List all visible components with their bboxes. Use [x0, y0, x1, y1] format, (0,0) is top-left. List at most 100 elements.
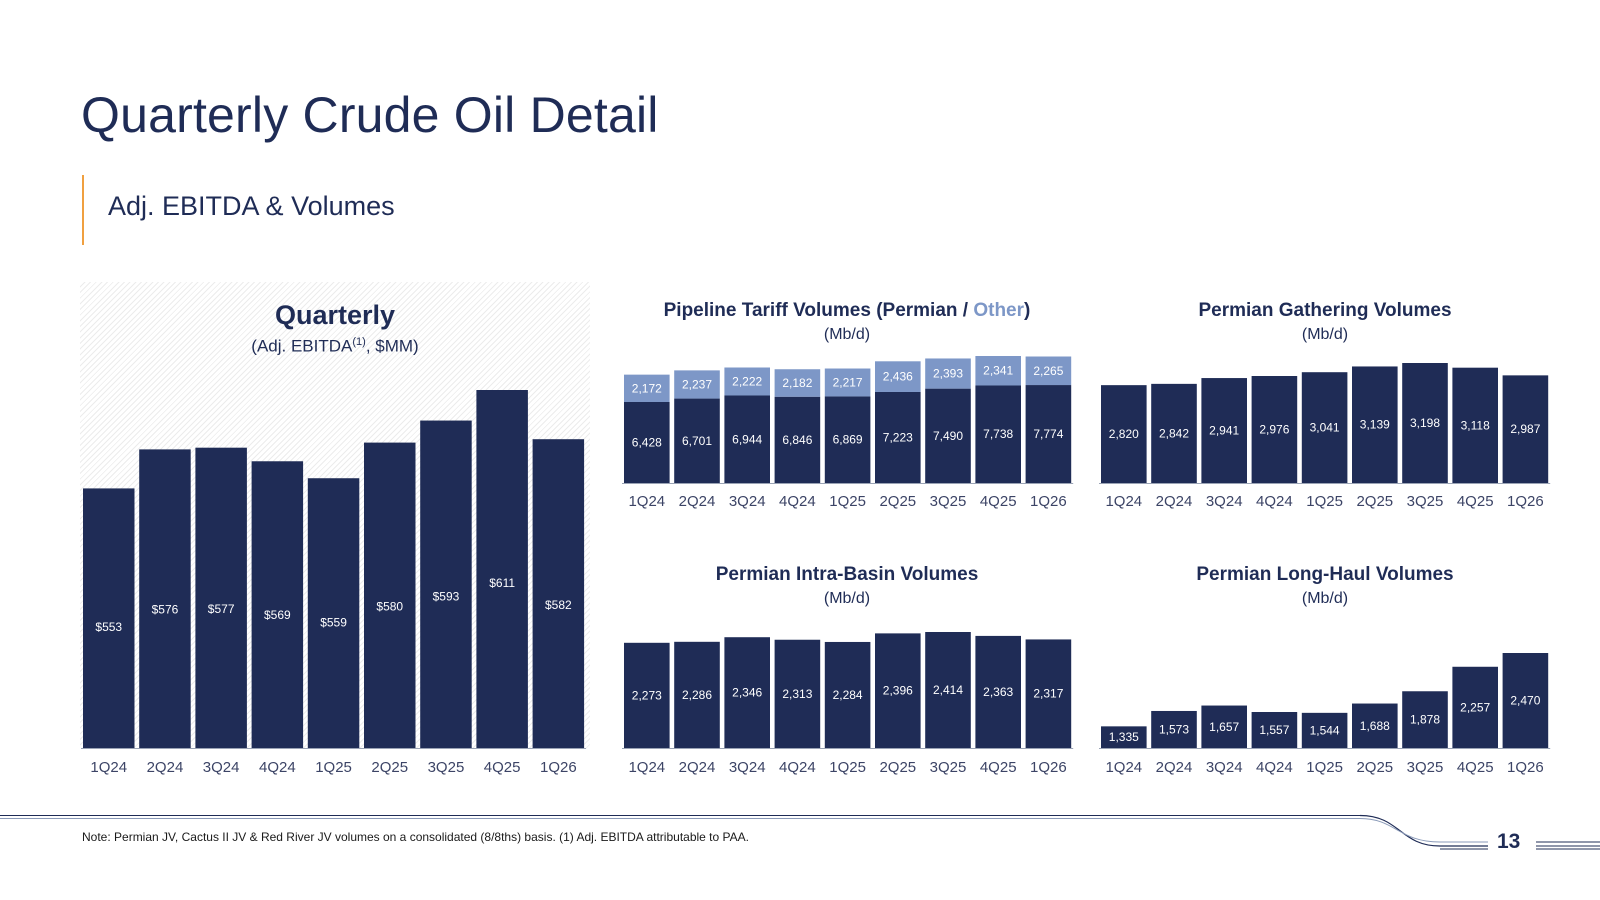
longhaul-tick-label: 1Q26 [1507, 759, 1544, 776]
tariff-bar-permian [624, 402, 670, 483]
intrabasin-chart-title: Permian Intra-Basin Volumes [715, 564, 979, 585]
tariff-bar-other [1025, 356, 1072, 386]
intrabasin-data-label: 2,286 [682, 688, 712, 702]
gathering-tick-label: 2Q25 [1356, 493, 1393, 510]
intrabasin-data-label: 2,363 [983, 685, 1013, 699]
tariff-bar-permian [824, 396, 871, 483]
tariff-data-label: 6,944 [732, 432, 762, 446]
intrabasin-data-label: 2,414 [933, 683, 963, 697]
tariff-data-label: 6,428 [632, 436, 662, 450]
gathering-tick-label: 3Q24 [1206, 493, 1243, 510]
intrabasin-bar [624, 642, 670, 748]
longhaul-bar [1452, 666, 1498, 748]
intrabasin-tick-label: 2Q25 [879, 759, 916, 776]
longhaul-bar [1101, 726, 1147, 748]
footnote: Note: Permian JV, Cactus II JV & Red Riv… [82, 830, 749, 844]
ebitda-tick-label: 4Q24 [259, 759, 296, 776]
footer-rule-secondary [0, 818, 1360, 819]
longhaul-tick-label: 2Q25 [1356, 759, 1393, 776]
tariff-bar-other [774, 369, 821, 397]
tariff-bar-permian [724, 395, 770, 483]
gathering-data-label: 3,041 [1310, 421, 1340, 435]
ebitda-data-label: $611 [489, 576, 515, 590]
ebitda-tick-label: 2Q25 [371, 759, 408, 776]
tariff-bar-permian [774, 396, 821, 483]
ebitda-bar [139, 449, 191, 748]
ebitda-chart-title: Quarterly [274, 300, 396, 330]
tariff-data-label: 7,490 [933, 429, 963, 443]
intrabasin-tick-label: 1Q25 [829, 759, 866, 776]
longhaul-data-label: 2,257 [1460, 700, 1490, 714]
tariff-data-label: 6,869 [833, 433, 863, 447]
tariff-data-label: 7,223 [883, 430, 913, 444]
longhaul-tick-label: 4Q24 [1256, 759, 1293, 776]
intrabasin-bar [774, 639, 821, 748]
gathering-tick-label: 2Q24 [1156, 493, 1193, 510]
ebitda-tick-label: 3Q24 [203, 759, 240, 776]
ebitda-data-label: $576 [152, 603, 179, 617]
accent-bar [82, 175, 84, 245]
tariff-tick-label: 4Q25 [980, 493, 1017, 510]
tariff-tick-label: 3Q24 [729, 493, 766, 510]
tariff-data-label: 2,341 [983, 364, 1013, 378]
gathering-data-label: 2,820 [1109, 427, 1139, 441]
tariff-bar-other [724, 367, 770, 396]
ebitda-bar [83, 488, 135, 748]
tariff-data-label: 2,172 [632, 381, 662, 395]
tariff-tick-label: 3Q25 [930, 493, 967, 510]
tariff-tick-label: 4Q24 [779, 493, 816, 510]
tariff-data-label: 6,846 [782, 433, 812, 447]
tariff-bar-permian [875, 391, 921, 483]
gathering-data-label: 2,941 [1209, 424, 1239, 438]
gathering-bar [1402, 363, 1448, 483]
tariff-chart-title: Pipeline Tariff Volumes (Permian / Other… [663, 300, 1031, 321]
intrabasin-data-label: 2,317 [1033, 687, 1063, 701]
intrabasin-tick-label: 3Q25 [930, 759, 967, 776]
ebitda-bar [476, 390, 528, 748]
gathering-tick-label: 3Q25 [1407, 493, 1444, 510]
tariff-tick-label: 1Q24 [628, 493, 665, 510]
intrabasin-bar [875, 633, 921, 748]
tariff-data-label: 7,738 [983, 427, 1013, 441]
tariff-data-label: 2,182 [782, 376, 812, 390]
longhaul-bar [1352, 703, 1398, 748]
gathering-chart-title: Permian Gathering Volumes [1198, 300, 1452, 321]
tariff-bar-permian [674, 398, 720, 483]
longhaul-chart-title: Permian Long-Haul Volumes [1196, 564, 1454, 585]
intrabasin-bar [1025, 639, 1072, 748]
longhaul-bar [1201, 705, 1247, 748]
ebitda-tick-label: 1Q25 [315, 759, 352, 776]
gathering-bar [1251, 376, 1298, 483]
gathering-tick-label: 1Q25 [1306, 493, 1343, 510]
intrabasin-data-label: 2,346 [732, 686, 762, 700]
intrabasin-tick-label: 1Q26 [1030, 759, 1067, 776]
gathering-bar [1101, 385, 1147, 483]
gathering-data-label: 2,987 [1510, 422, 1540, 436]
longhaul-bar [1301, 712, 1348, 748]
gathering-tick-label: 1Q26 [1507, 493, 1544, 510]
tariff-bar-other [925, 358, 971, 389]
longhaul-tick-label: 3Q24 [1206, 759, 1243, 776]
intrabasin-tick-label: 4Q25 [980, 759, 1017, 776]
tariff-tick-label: 2Q24 [679, 493, 716, 510]
gathering-chart-unit: (Mb/d) [1301, 326, 1349, 343]
tariff-data-label: 7,774 [1033, 427, 1063, 441]
intrabasin-tick-label: 3Q24 [729, 759, 766, 776]
intrabasin-data-label: 2,273 [632, 688, 662, 702]
longhaul-chart-unit: (Mb/d) [1301, 590, 1349, 607]
longhaul-data-label: 1,335 [1109, 730, 1139, 744]
tariff-bar-other [624, 374, 670, 403]
intrabasin-bar [925, 632, 971, 748]
gathering-data-label: 2,842 [1159, 426, 1189, 440]
tariff-bar-other [975, 356, 1021, 386]
ebitda-data-label: $580 [376, 600, 403, 614]
intrabasin-data-label: 2,396 [883, 684, 913, 698]
intrabasin-tick-label: 1Q24 [628, 759, 665, 776]
ebitda-data-label: $577 [208, 602, 235, 616]
tariff-bar-other [824, 368, 871, 397]
ebitda-tick-label: 1Q26 [540, 759, 577, 776]
gathering-tick-label: 4Q24 [1256, 493, 1293, 510]
gathering-bar [1352, 366, 1398, 483]
